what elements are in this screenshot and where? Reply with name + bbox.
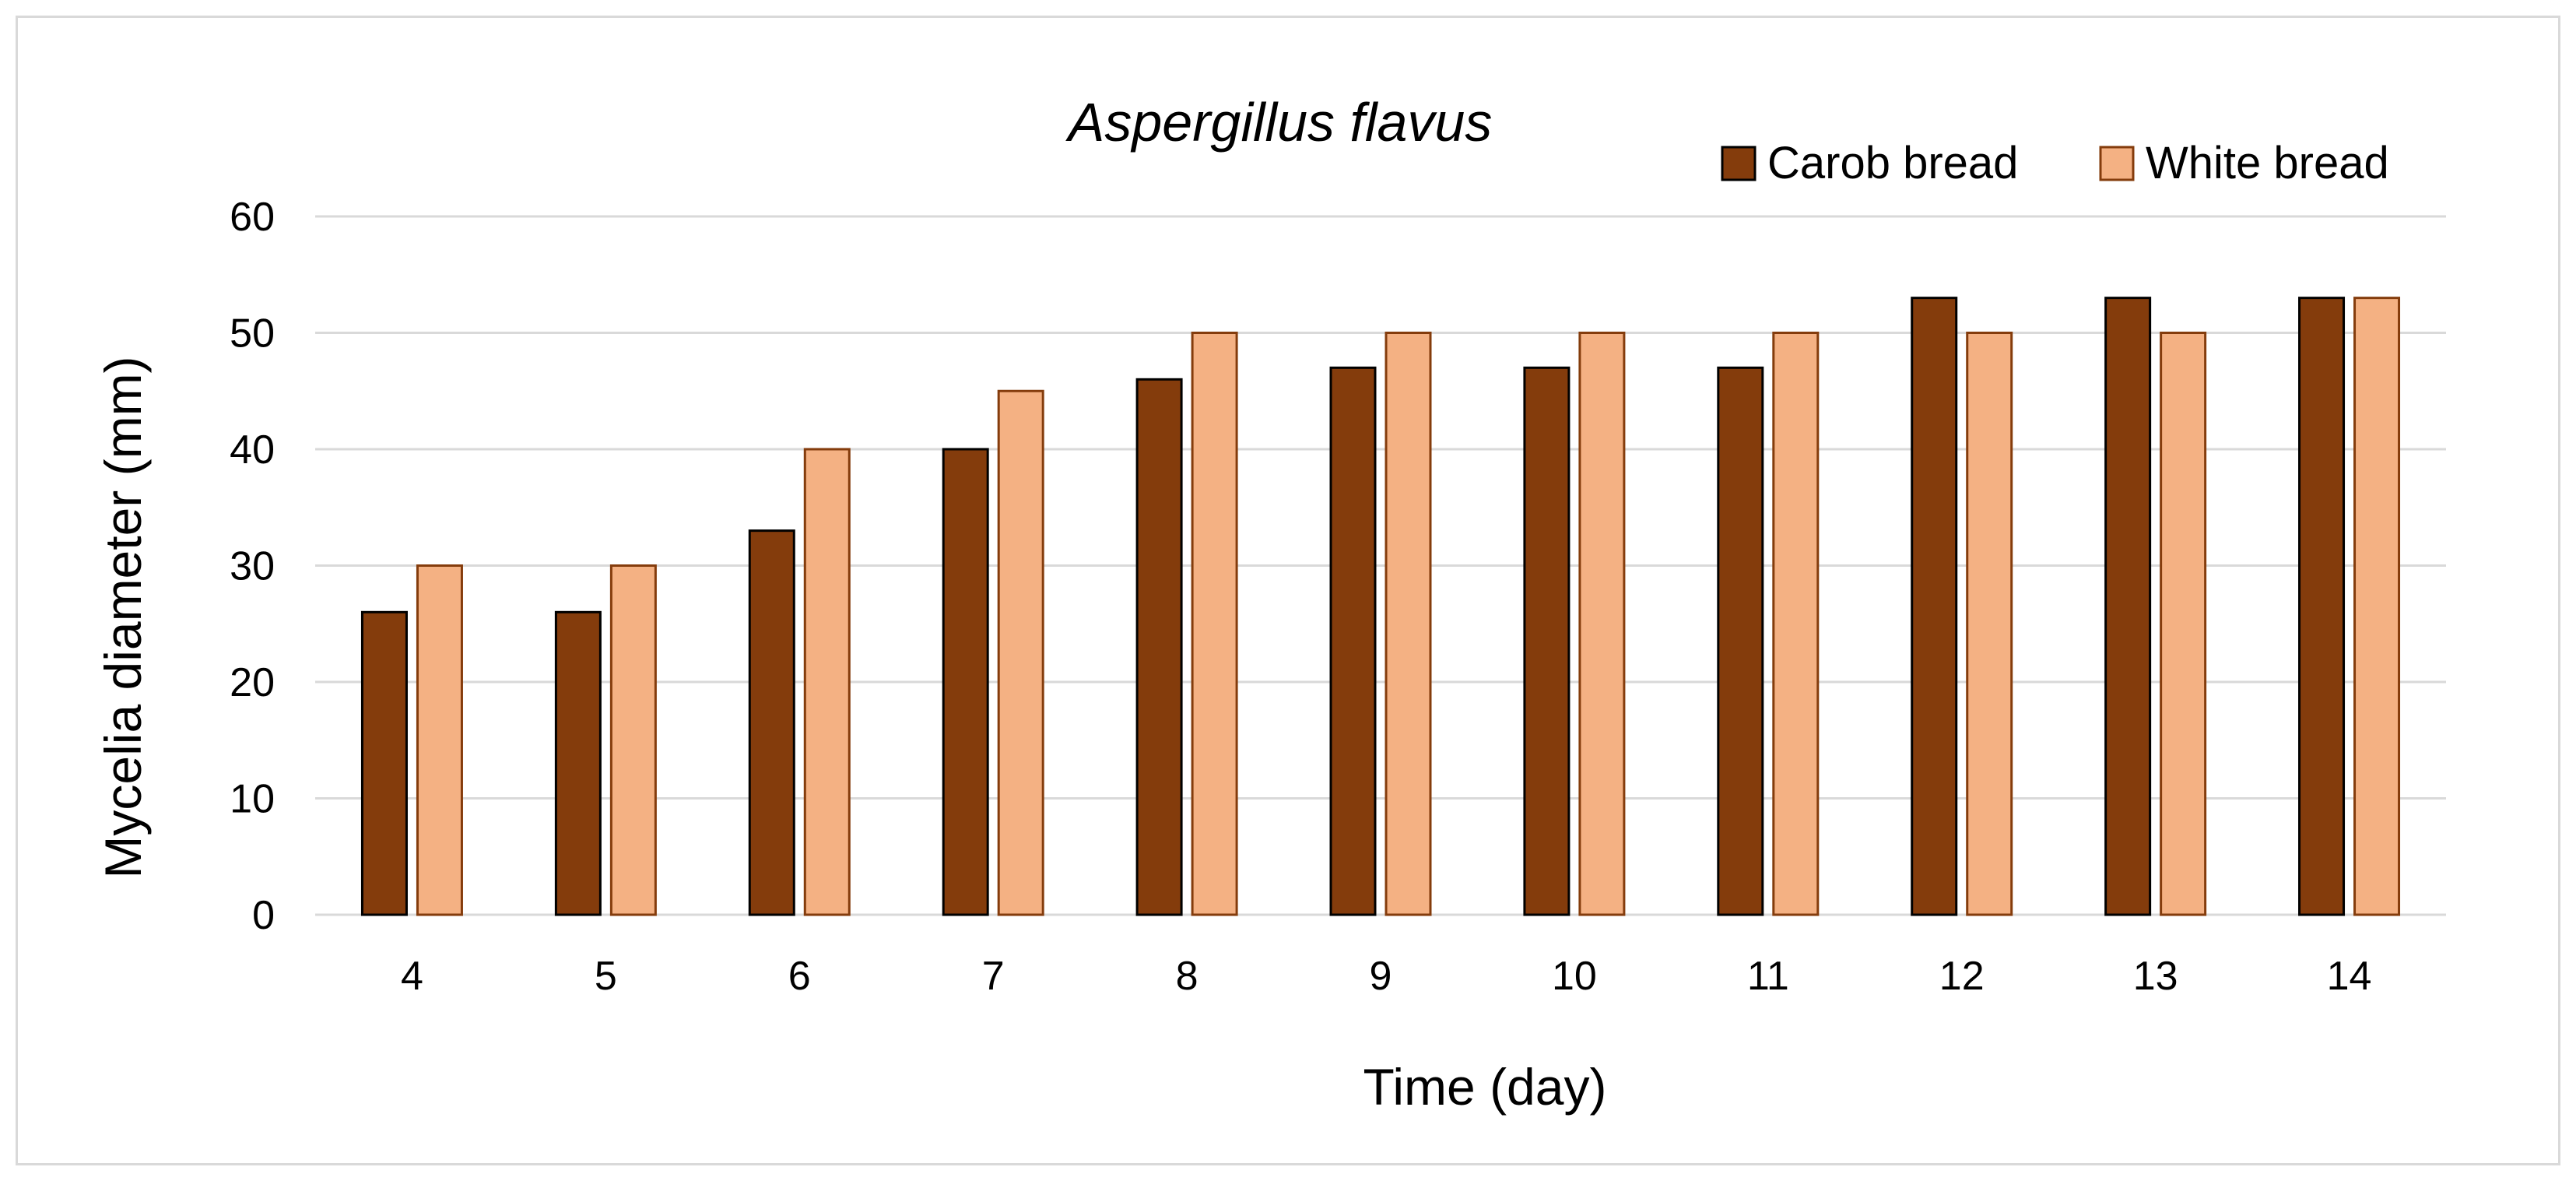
x-tick-label: 14 — [2327, 954, 2372, 999]
x-tick-label: 4 — [401, 954, 423, 999]
bar-white-bread-day-10 — [1578, 332, 1626, 916]
bar-white-bread-day-4 — [416, 564, 463, 916]
bar-carob-bread-day-14 — [2298, 297, 2346, 916]
x-tick-label: 13 — [2133, 954, 2178, 999]
bar-white-bread-day-14 — [2353, 297, 2401, 916]
bar-white-bread-day-5 — [609, 564, 657, 916]
x-tick-label: 9 — [1370, 954, 1392, 999]
legend-swatch-white-bread — [2099, 146, 2135, 181]
y-tick-label: 0 — [252, 893, 275, 938]
y-tick-label: 50 — [230, 311, 275, 357]
x-tick-label: 6 — [788, 954, 811, 999]
bar-carob-bread-day-13 — [2104, 297, 2152, 916]
bar-carob-bread-day-5 — [554, 610, 602, 916]
bar-white-bread-day-6 — [803, 448, 851, 916]
bar-carob-bread-day-12 — [1911, 297, 1958, 916]
y-tick-label: 30 — [230, 544, 275, 589]
legend-swatch-carob-bread — [1721, 146, 1757, 181]
x-tick-label: 11 — [1747, 954, 1789, 999]
y-tick-label: 10 — [230, 777, 275, 822]
bar-white-bread-day-11 — [1772, 332, 1820, 916]
y-tick-label: 60 — [230, 195, 275, 240]
bar-white-bread-day-13 — [2160, 332, 2207, 916]
y-tick-label: 40 — [230, 427, 275, 473]
x-axis-title: Time (day) — [1363, 1058, 1607, 1116]
bar-carob-bread-day-10 — [1523, 366, 1571, 916]
x-tick-label: 5 — [595, 954, 617, 999]
x-tick-label: 12 — [1939, 954, 1985, 999]
y-tick-label: 20 — [230, 660, 275, 705]
y-axis-title: Mycelia diameter (mm) — [94, 356, 152, 878]
x-tick-label: 8 — [1176, 954, 1199, 999]
bar-white-bread-day-8 — [1191, 332, 1238, 916]
gridlines — [315, 215, 2446, 916]
bar-carob-bread-day-8 — [1135, 378, 1183, 916]
legend-label-white-bread: White bread — [2146, 138, 2389, 188]
legend: Carob bread White bread — [1721, 138, 2389, 188]
bar-chart: 0 10 20 30 40 50 60 4 5 6 7 8 9 10 11 12 13 14 Aspergill… — [94, 92, 2446, 1116]
bar-carob-bread-day-4 — [360, 610, 408, 916]
bar-carob-bread-day-6 — [748, 529, 795, 916]
bar-carob-bread-day-11 — [1717, 366, 1764, 916]
bar-white-bread-day-9 — [1385, 332, 1432, 916]
chart-frame: 0 10 20 30 40 50 60 4 5 6 7 8 9 10 11 12 13 14 Aspergill… — [16, 16, 2560, 1165]
bars — [360, 297, 2401, 916]
y-tick-labels: 0 10 20 30 40 50 60 — [230, 195, 275, 938]
bar-carob-bread-day-7 — [942, 448, 989, 916]
bar-carob-bread-day-9 — [1329, 366, 1377, 916]
x-tick-label: 7 — [982, 954, 1005, 999]
x-tick-labels: 4 5 6 7 8 9 10 11 12 13 14 — [401, 954, 2371, 999]
legend-label-carob-bread: Carob bread — [1767, 138, 2018, 188]
bar-white-bread-day-12 — [1966, 332, 2013, 916]
chart-title: Aspergillus flavus — [1065, 92, 1493, 153]
x-tick-label: 10 — [1552, 954, 1597, 999]
bar-white-bread-day-7 — [997, 389, 1044, 916]
